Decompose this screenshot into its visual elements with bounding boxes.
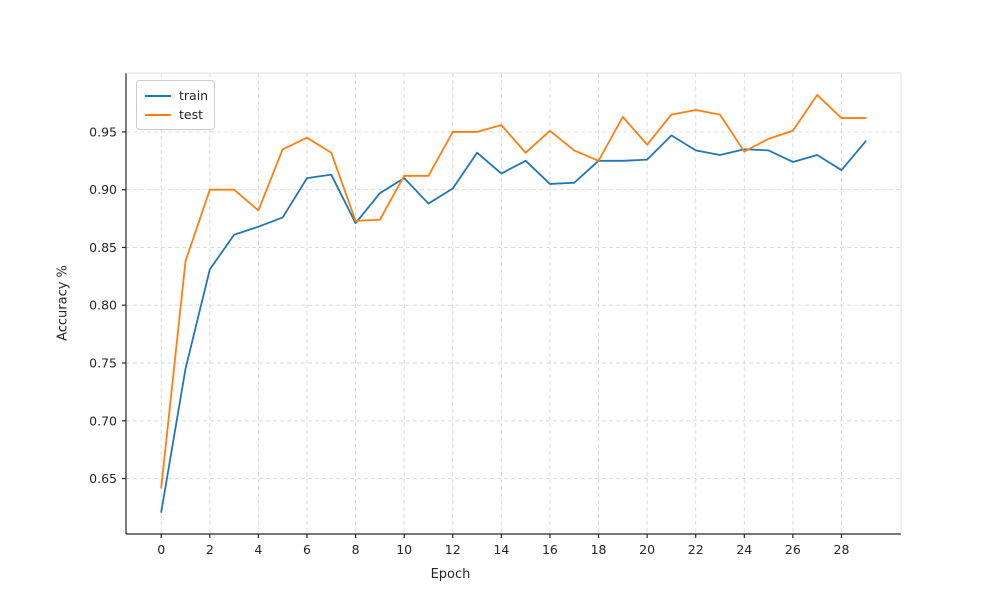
x-tick-label: 4 (254, 542, 262, 557)
x-tick-label: 6 (303, 542, 311, 557)
test-line (160, 94, 867, 489)
x-tick-label: 14 (493, 542, 509, 557)
y-tick-label: 0.75 (89, 356, 117, 371)
legend: train test (136, 80, 215, 130)
y-tick-label: 0.85 (89, 240, 117, 255)
x-tick-label: 24 (736, 542, 752, 557)
x-tick-label: 18 (591, 542, 607, 557)
x-tick-label: 28 (834, 542, 850, 557)
legend-label-train: train (179, 88, 209, 103)
x-axis-label: Epoch (430, 567, 471, 582)
x-tick-label: 20 (639, 542, 655, 557)
y-tick-label: 0.70 (89, 413, 117, 428)
y-tick-label: 0.95 (89, 124, 117, 139)
legend-entry-test: test (145, 105, 206, 124)
y-axis-label: Accuracy % (55, 265, 71, 341)
x-tick-label: 10 (396, 542, 412, 557)
y-tick-label: 0.65 (89, 471, 117, 486)
legend-label-test: test (179, 107, 204, 122)
y-tick-label: 0.90 (89, 182, 117, 197)
x-tick-label: 26 (785, 542, 801, 557)
legend-entry-train: train (145, 86, 209, 105)
y-tick-label: 0.80 (89, 298, 117, 313)
x-tick-label: 22 (688, 542, 704, 557)
x-tick-label: 8 (352, 542, 360, 557)
x-tick-label: 2 (206, 542, 214, 557)
train-line-swatch (145, 94, 171, 97)
train-line (160, 134, 867, 513)
x-tick-label: 0 (157, 542, 165, 557)
test-line-swatch (145, 113, 171, 116)
x-tick-label: 16 (542, 542, 558, 557)
x-tick-label: 12 (445, 542, 461, 557)
